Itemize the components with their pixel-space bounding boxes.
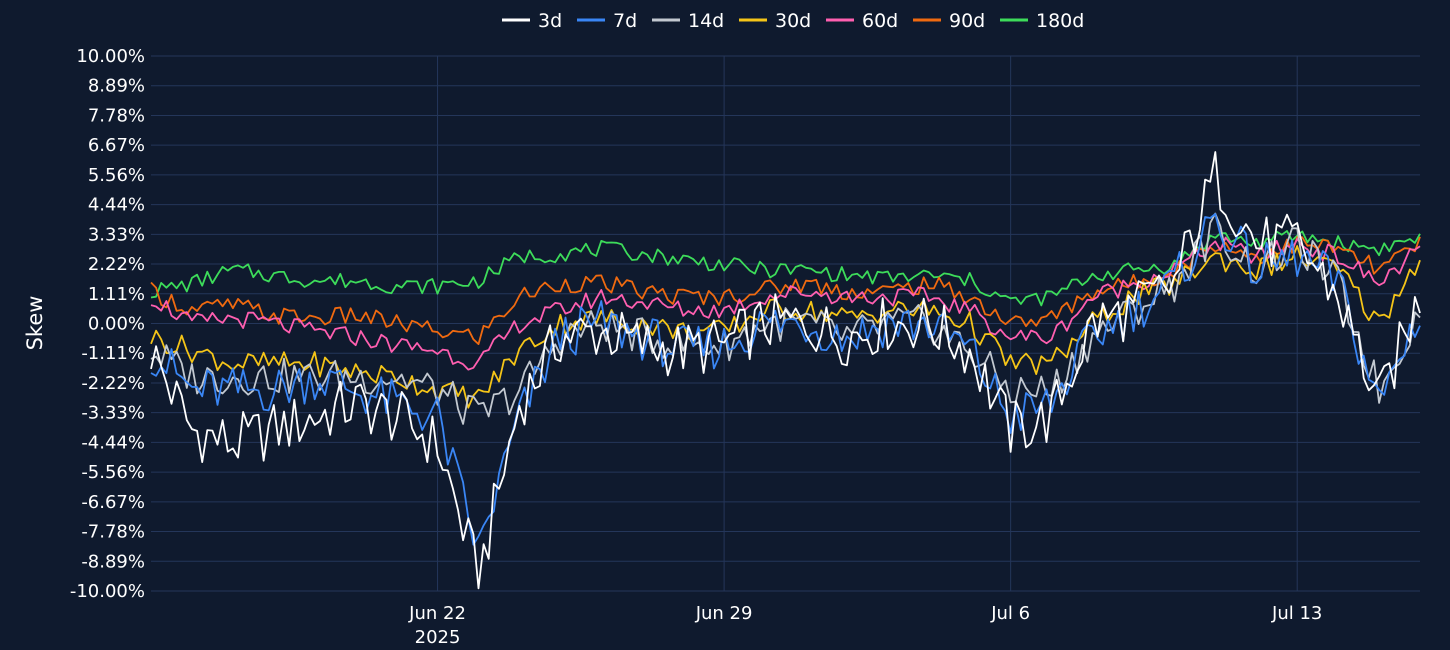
y-tick-label: -6.67% <box>81 492 145 513</box>
legend[interactable]: 3d 7d 14d 30d 60d 90d 180d <box>502 10 1084 32</box>
y-tick-label: -4.44% <box>81 432 145 453</box>
y-tick-label: -2.22% <box>81 373 145 394</box>
y-tick-label: 7.78% <box>88 105 145 126</box>
x-axis-ticks: Jun 22 2025 Jun 29 Jul 6 Jul 13 <box>408 603 1322 648</box>
y-tick-label: -8.89% <box>81 551 145 572</box>
y-tick-label: -1.11% <box>81 343 145 364</box>
legend-label: 30d <box>775 10 811 32</box>
y-tick-label: 6.67% <box>88 135 145 156</box>
y-tick-label: 3.33% <box>88 224 145 245</box>
y-tick-label: -3.33% <box>81 403 145 424</box>
x-tick-label: Jul 13 <box>1271 603 1322 624</box>
y-tick-label: 1.11% <box>88 284 145 305</box>
y-axis-label: Skew <box>23 296 47 351</box>
legend-item-60d[interactable]: 60d <box>826 10 898 32</box>
x-tick-label: Jul 6 <box>990 603 1030 624</box>
series-lines <box>150 151 1421 590</box>
y-tick-label: -10.00% <box>70 581 145 602</box>
legend-label: 60d <box>862 10 898 32</box>
x-tick-label: Jun 29 <box>695 603 753 624</box>
y-tick-label: -7.78% <box>81 522 145 543</box>
series-line-60d <box>150 236 1421 371</box>
y-tick-label: 8.89% <box>88 76 145 97</box>
y-tick-label: 4.44% <box>88 195 145 216</box>
legend-label: 180d <box>1036 10 1084 32</box>
x-tick-label: Jun 22 <box>408 603 466 624</box>
y-tick-label: 5.56% <box>88 165 145 186</box>
y-tick-label: 2.22% <box>88 254 145 275</box>
legend-item-14d[interactable]: 14d <box>652 10 724 32</box>
y-tick-label: -5.56% <box>81 462 145 483</box>
x-tick-sublabel: 2025 <box>415 627 461 648</box>
legend-item-90d[interactable]: 90d <box>913 10 985 32</box>
y-axis-ticks: 10.00% 8.89% 7.78% 6.67% 5.56% 4.44% 3.33% 2.22… <box>70 46 145 602</box>
series-line-14d <box>150 212 1421 425</box>
series-line-3d <box>150 151 1421 590</box>
legend-label: 7d <box>613 10 637 32</box>
legend-label: 3d <box>538 10 562 32</box>
legend-label: 90d <box>949 10 985 32</box>
legend-item-3d[interactable]: 3d <box>502 10 562 32</box>
y-tick-label: 0.00% <box>88 314 145 335</box>
series-line-7d <box>150 212 1421 546</box>
legend-item-7d[interactable]: 7d <box>577 10 637 32</box>
legend-label: 14d <box>688 10 724 32</box>
legend-item-30d[interactable]: 30d <box>739 10 811 32</box>
y-tick-label: 10.00% <box>76 46 145 67</box>
legend-item-180d[interactable]: 180d <box>1000 10 1084 32</box>
grid <box>151 55 1420 592</box>
